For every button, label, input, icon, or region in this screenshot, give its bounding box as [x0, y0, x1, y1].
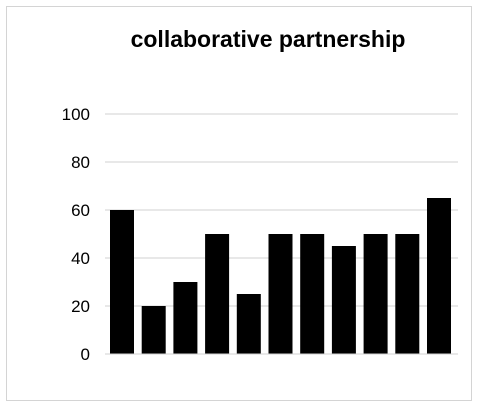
bar-11	[427, 198, 451, 354]
y-tick-label: 80	[71, 153, 90, 172]
bar-9	[363, 234, 388, 354]
bar-8	[331, 246, 356, 354]
bars	[110, 198, 451, 354]
y-tick-label: 60	[71, 201, 90, 220]
bar-10	[395, 234, 420, 354]
bar-3	[173, 282, 198, 354]
y-axis-tick-labels: 0 20 40 60 80 100	[62, 105, 90, 364]
chart-title: collaborative partnership	[130, 26, 406, 52]
bar-1	[110, 210, 134, 354]
bar-6	[268, 234, 293, 354]
bar-4	[205, 234, 230, 354]
bar-7	[300, 234, 325, 354]
bar-5	[236, 294, 261, 354]
y-tick-label: 0	[81, 345, 90, 364]
y-tick-label: 100	[62, 105, 90, 124]
y-tick-label: 20	[71, 297, 90, 316]
y-tick-label: 40	[71, 249, 90, 268]
bar-2	[141, 306, 166, 354]
